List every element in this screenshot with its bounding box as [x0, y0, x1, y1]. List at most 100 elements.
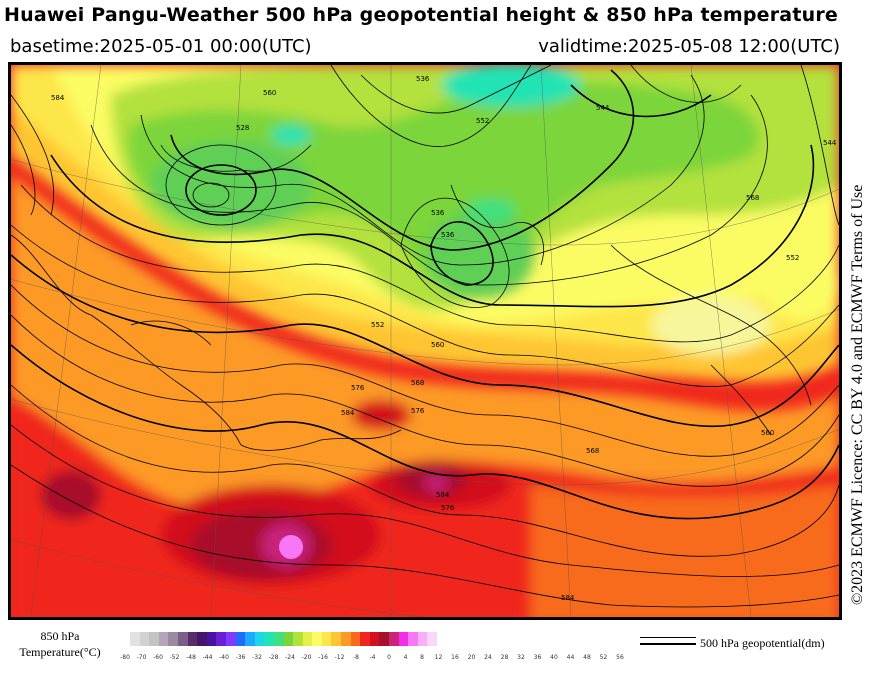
colorbar-cell	[427, 632, 437, 646]
map-canvas: 560 536 544 552 528 536 536 552 560 568 …	[11, 65, 839, 617]
legend-level: 850 hPa	[40, 629, 80, 643]
contour-label: 544	[823, 139, 837, 147]
contour-label: 552	[371, 321, 384, 329]
colorbar-cell	[341, 632, 351, 646]
colorbar-tick-label: -60	[153, 654, 163, 661]
colorbar-tick-label: 28	[500, 654, 509, 661]
geopotential-legend: 500 hPa geopotential(dm)	[640, 634, 860, 654]
colorbar-tick-label: -24	[285, 654, 295, 661]
colorbar-cell	[235, 632, 246, 646]
contour-label: 584	[51, 94, 65, 102]
colorbar-tick-label: -16	[318, 654, 328, 661]
colorbar-tick-label: -8	[353, 654, 359, 661]
colorbar-tick-label: 36	[533, 654, 542, 661]
colorbar-tick-label: -4	[369, 654, 376, 661]
colorbar-tick-label: 20	[467, 654, 476, 661]
temperature-colorbar	[130, 632, 437, 648]
contour-label: 536	[416, 75, 430, 83]
colorbar-cell	[149, 632, 159, 646]
contour-label: 544	[596, 104, 610, 112]
colorbar-cell	[360, 632, 370, 646]
colorbar-cell	[417, 632, 428, 646]
colorbar-cell	[130, 632, 140, 646]
colorbar-cell	[273, 632, 284, 646]
geopotential-legend-label: 500 hPa geopotential(dm)	[700, 636, 825, 650]
colorbar-cell	[139, 632, 150, 646]
colorbar-tick-label: 40	[550, 654, 558, 661]
colorbar-cell	[177, 632, 188, 646]
contour-label: 552	[786, 254, 799, 262]
colorbar-cell	[245, 632, 255, 646]
contour-label: 536	[441, 231, 455, 239]
colorbar-tick-label: 12	[434, 654, 443, 661]
colorbar-cell	[197, 632, 207, 646]
colorbar-tick-label: 56	[616, 654, 624, 661]
colorbar-tick-label: 32	[517, 654, 525, 661]
hot-core	[279, 535, 303, 559]
colorbar-cell	[389, 632, 399, 646]
validtime-label: validtime:2025-05-08 12:00(UTC)	[538, 36, 840, 57]
colorbar-cell	[312, 632, 322, 646]
contour-labels: 560 536 544 552 528 536 536 552 560 568 …	[51, 75, 837, 602]
colorbar-cell	[293, 632, 303, 646]
contour-label: 552	[476, 117, 489, 125]
licence-text: ©2023 ECMWF Licence: CC BY 4.0 and ECMWF…	[849, 184, 866, 605]
colorbar-cell	[302, 632, 313, 646]
colorbar-cell	[254, 632, 265, 646]
colorbar-cell	[369, 632, 380, 646]
weather-map[interactable]: 560 536 544 552 528 536 536 552 560 568 …	[8, 62, 842, 620]
contour-line-sample	[640, 637, 696, 649]
colorbar-cell	[187, 632, 198, 646]
contour-label: 584	[561, 594, 575, 602]
map-title: Huawei Pangu-Weather 500 hPa geopotentia…	[4, 4, 838, 26]
colorbar-tick-label: 4	[403, 654, 408, 661]
contour-label: 536	[431, 209, 445, 217]
colorbar-tick-label: -28	[268, 654, 279, 661]
contour-label: 560	[431, 341, 444, 349]
colorbar-tick-label: -40	[219, 654, 229, 661]
colorbar-tick-label: 8	[420, 654, 424, 661]
geopotential-contours	[11, 65, 839, 608]
colorbar-tick-label: -80	[120, 654, 130, 661]
colorbar-tick-label: 16	[451, 654, 459, 661]
colorbar-cell	[321, 632, 332, 646]
contour-label: 576	[411, 407, 425, 415]
colorbar-cell	[206, 632, 217, 646]
contour-label: 584	[341, 409, 355, 417]
colorbar-tick-label: -32	[252, 654, 262, 661]
contour-label: 576	[351, 384, 365, 392]
contour-label: 568	[411, 379, 424, 387]
colorbar-tick-label: 0	[387, 654, 391, 661]
contour-label: 528	[236, 124, 249, 132]
colorbar-cell	[331, 632, 342, 646]
colorbar-tick-label: 48	[583, 654, 591, 661]
colorbar-tick-label: -44	[202, 654, 213, 661]
colorbar-cell	[168, 632, 178, 646]
colorbar-tick-label: 52	[599, 654, 608, 661]
contour-label: 568	[746, 194, 759, 202]
colorbar-cell	[216, 632, 226, 646]
colorbar-tick-label: 44	[566, 654, 575, 661]
time-row: basetime:2025-05-01 00:00(UTC) validtime…	[10, 36, 840, 60]
colorbar-cell	[350, 632, 361, 646]
colorbar-cell	[379, 632, 390, 646]
colorbar-tick-label: -20	[301, 654, 312, 661]
colorbar-cell	[225, 632, 236, 646]
colorbar-tick-label: -36	[235, 654, 246, 661]
colorbar-tick-label: -52	[169, 654, 180, 661]
basetime-label: basetime:2025-05-01 00:00(UTC)	[10, 36, 312, 57]
coastlines	[11, 144, 812, 451]
colorbar-cell	[264, 632, 274, 646]
colorbar-cell	[408, 632, 418, 646]
temperature-legend-label: 850 hPa Temperature(°C)	[8, 628, 112, 660]
contour-label: 576	[441, 504, 455, 512]
legend-variable: Temperature(°C)	[19, 645, 101, 659]
graticule	[11, 65, 839, 617]
contour-label: 568	[586, 447, 599, 455]
colorbar-tick-label: -12	[334, 654, 345, 661]
colorbar-cell	[158, 632, 169, 646]
colorbar-tick-label: 24	[484, 654, 492, 661]
colorbar-tick-label: -48	[186, 654, 196, 661]
colorbar-tick-label: -70	[136, 654, 147, 661]
colorbar-cell	[283, 632, 294, 646]
